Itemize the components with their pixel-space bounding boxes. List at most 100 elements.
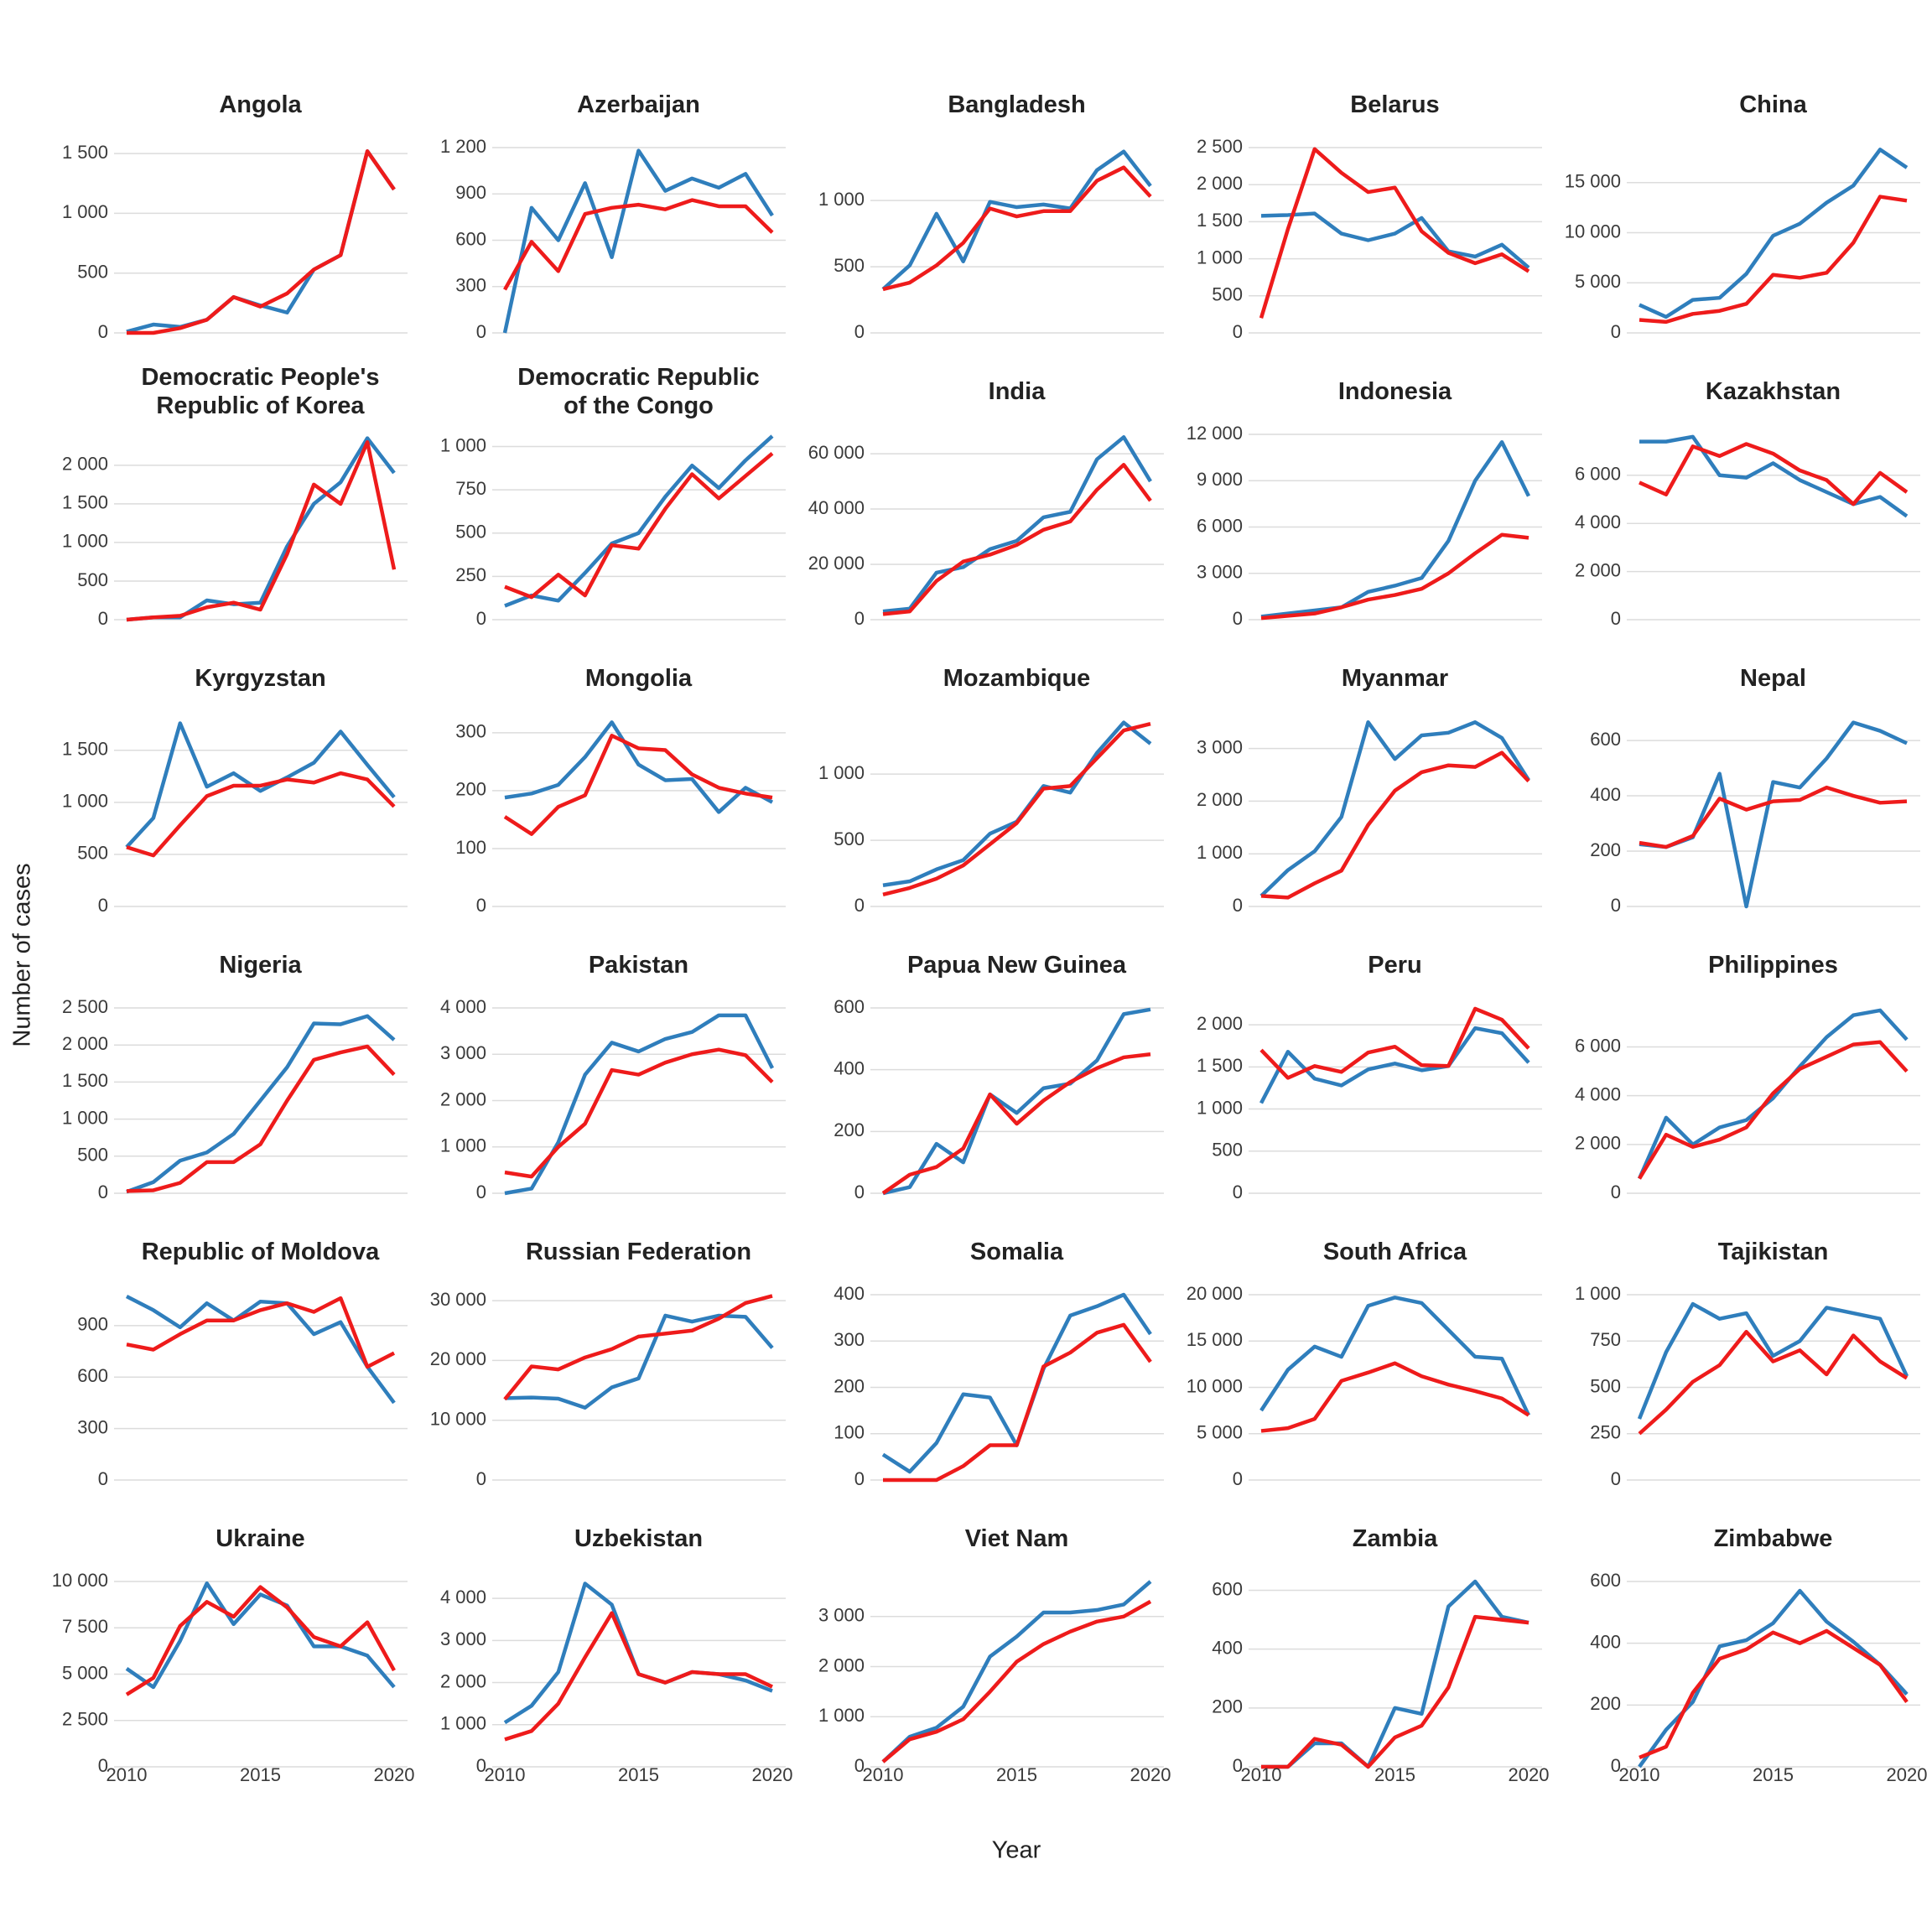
y-tick-label: 0	[854, 895, 865, 916]
y-tick-label: 3 000	[1197, 736, 1243, 757]
series-line	[1259, 1296, 1531, 1416]
y-tick-label: 2 000	[440, 1088, 486, 1109]
y-tick-label: 4 000	[440, 1587, 486, 1607]
y-tick-label: 500	[77, 262, 108, 283]
y-tick-label: 0	[476, 608, 486, 629]
panel-title: China	[1739, 91, 1807, 118]
y-tick-label: 250	[455, 564, 486, 585]
panel-title: Uzbekistan	[574, 1525, 704, 1552]
y-tick-label: 2 000	[62, 454, 108, 475]
y-tick-label: 600	[77, 1365, 108, 1386]
y-tick-label: 3 000	[440, 1628, 486, 1649]
y-tick-label: 400	[1590, 784, 1621, 805]
y-tick-label: 200	[834, 1119, 865, 1140]
series-line	[502, 148, 774, 334]
panel-title: Pakistan	[588, 952, 689, 979]
series-line	[126, 1044, 396, 1193]
y-tick-label: 0	[1611, 608, 1621, 629]
y-tick-label: 600	[1212, 1578, 1243, 1599]
y-tick-label: 10 000	[430, 1409, 486, 1430]
x-tick-label: 2020	[374, 1764, 415, 1785]
y-tick-label: 7 500	[62, 1616, 108, 1637]
series-line	[1638, 1040, 1909, 1180]
panel-title: Tajikistan	[1717, 1239, 1829, 1265]
series-line	[1260, 439, 1531, 619]
series-line	[881, 1580, 1152, 1763]
y-tick-label: 2 000	[1197, 789, 1243, 810]
y-tick-label: 100	[834, 1422, 865, 1443]
y-tick-label: 10 000	[1565, 221, 1621, 242]
y-tick-label: 0	[854, 321, 865, 342]
x-tick-label: 2020	[1887, 1764, 1928, 1785]
y-tick-label: 250	[1590, 1422, 1621, 1443]
y-tick-label: 6 000	[1575, 1035, 1621, 1056]
y-tick-label: 0	[854, 1182, 865, 1202]
y-tick-label: 1 000	[818, 762, 865, 783]
y-tick-label: 30 000	[430, 1289, 486, 1310]
series-line	[882, 435, 1152, 614]
y-tick-label: 5 000	[62, 1662, 108, 1683]
x-tick-label: 2010	[1241, 1764, 1282, 1785]
series-line	[1639, 148, 1909, 319]
y-tick-label: 0	[1233, 1468, 1243, 1489]
series-line	[1639, 442, 1909, 506]
x-tick-label: 2010	[1619, 1764, 1660, 1785]
y-tick-label: 1 500	[62, 492, 108, 513]
series-line	[503, 198, 774, 291]
panel-title: Peru	[1368, 952, 1422, 979]
y-tick-label: 500	[834, 828, 865, 849]
panel-title: Russian Federation	[525, 1239, 752, 1265]
y-tick-label: 0	[1233, 895, 1243, 916]
y-tick-label: 1 000	[62, 791, 108, 812]
series-line	[125, 1585, 396, 1696]
y-tick-label: 2 000	[1575, 1133, 1621, 1154]
series-line	[126, 439, 397, 622]
y-tick-label: 10 000	[52, 1570, 108, 1591]
y-tick-label: 2 000	[1575, 559, 1621, 580]
series-line	[881, 1599, 1152, 1763]
panel-title: Belarus	[1350, 91, 1440, 118]
series-line	[504, 1013, 775, 1196]
y-tick-label: 2 000	[62, 1033, 108, 1054]
series-line	[1260, 750, 1530, 900]
series-line	[1639, 1628, 1909, 1760]
y-tick-label: 1 000	[440, 434, 486, 455]
y-tick-label: 0	[98, 1468, 108, 1489]
x-tick-label: 2010	[106, 1764, 148, 1785]
y-tick-label: 200	[455, 779, 486, 800]
y-tick-label: 500	[455, 522, 486, 543]
series-line	[1639, 785, 1908, 849]
series-line	[1261, 1614, 1530, 1769]
y-tick-label: 2 000	[440, 1670, 486, 1691]
panel-title: Kyrgyzstan	[195, 665, 326, 692]
y-tick-label: 10 000	[1187, 1375, 1243, 1396]
y-tick-label: 0	[1233, 1755, 1243, 1776]
y-tick-label: 0	[98, 608, 108, 629]
series-line	[126, 1296, 396, 1369]
y-tick-label: 1 000	[62, 201, 108, 222]
y-tick-label: 2 000	[1197, 1013, 1243, 1034]
panel-title: Somalia	[969, 1239, 1064, 1265]
y-tick-label: 12 000	[1187, 423, 1243, 444]
y-tick-label: 500	[1212, 284, 1243, 305]
y-tick-label: 0	[1611, 1468, 1621, 1489]
panel-title: Mozambique	[943, 665, 1091, 692]
y-tick-label: 4 000	[1575, 1083, 1621, 1104]
series-line	[882, 165, 1152, 292]
y-tick-label: 6 000	[1575, 464, 1621, 485]
series-line	[1639, 720, 1908, 909]
y-tick-label: 2 500	[62, 996, 108, 1017]
y-tick-label: 15 000	[1187, 1329, 1243, 1350]
y-tick-label: 1 500	[1197, 210, 1243, 231]
y-tick-label: 0	[98, 1755, 108, 1776]
y-tick-label: 5 000	[1197, 1422, 1243, 1443]
series-line	[127, 149, 396, 335]
y-tick-label: 100	[455, 837, 486, 858]
series-line	[1639, 195, 1908, 325]
series-line	[883, 1322, 1152, 1483]
series-line	[504, 1611, 773, 1742]
y-tick-label: 400	[834, 1057, 865, 1078]
series-line	[1260, 211, 1530, 269]
y-tick-label: 200	[1212, 1696, 1243, 1717]
